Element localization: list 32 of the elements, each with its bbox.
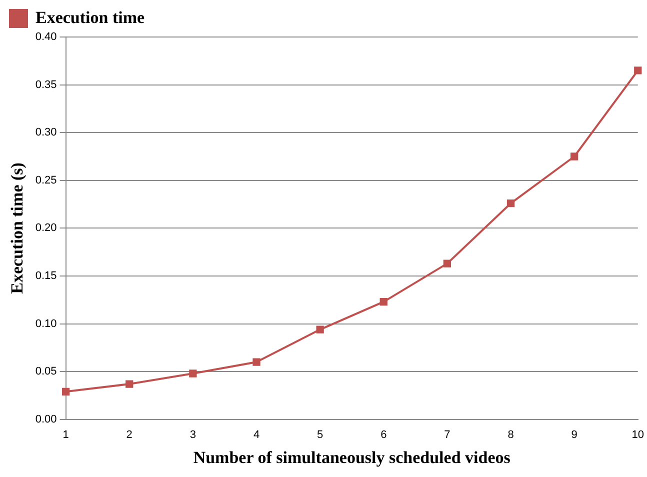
y-tick-label: 0.10 xyxy=(35,318,57,330)
x-tick-label: 1 xyxy=(62,429,69,442)
point xyxy=(634,66,642,74)
y-tick-label: 0.00 xyxy=(35,413,57,426)
x-tick-label: 5 xyxy=(317,429,324,442)
point xyxy=(443,260,452,268)
y-axis-title: Execution time (s) xyxy=(8,162,27,294)
y-tick-label: 0.30 xyxy=(35,126,57,139)
point xyxy=(62,388,70,396)
x-tick-label: 9 xyxy=(571,429,578,442)
point xyxy=(126,380,134,388)
legend-label: Execution time xyxy=(36,8,146,27)
x-tick-label: 2 xyxy=(126,429,132,442)
x-axis-title: Number of simultaneously scheduled videos xyxy=(193,448,511,468)
y-tick-label: 0.40 xyxy=(35,31,57,44)
y-tick-label: 0.15 xyxy=(35,270,57,282)
x-tick-label: 6 xyxy=(380,429,387,442)
y-tick-label: 0.25 xyxy=(35,174,57,186)
point xyxy=(380,298,388,306)
x-tick-label: 10 xyxy=(632,429,644,442)
point xyxy=(506,200,515,208)
y-tick-label: 0.35 xyxy=(35,78,57,91)
point xyxy=(570,152,578,160)
x-tick-label: 3 xyxy=(190,429,196,442)
y-tick-label: 0.20 xyxy=(35,222,57,234)
point xyxy=(189,370,197,378)
x-tick-label: 7 xyxy=(444,429,450,442)
y-tick-label: 0.05 xyxy=(35,366,57,378)
x-tick-label: 4 xyxy=(253,429,260,442)
point xyxy=(252,358,260,366)
x-tick-label: 8 xyxy=(508,429,514,442)
point xyxy=(316,326,324,334)
